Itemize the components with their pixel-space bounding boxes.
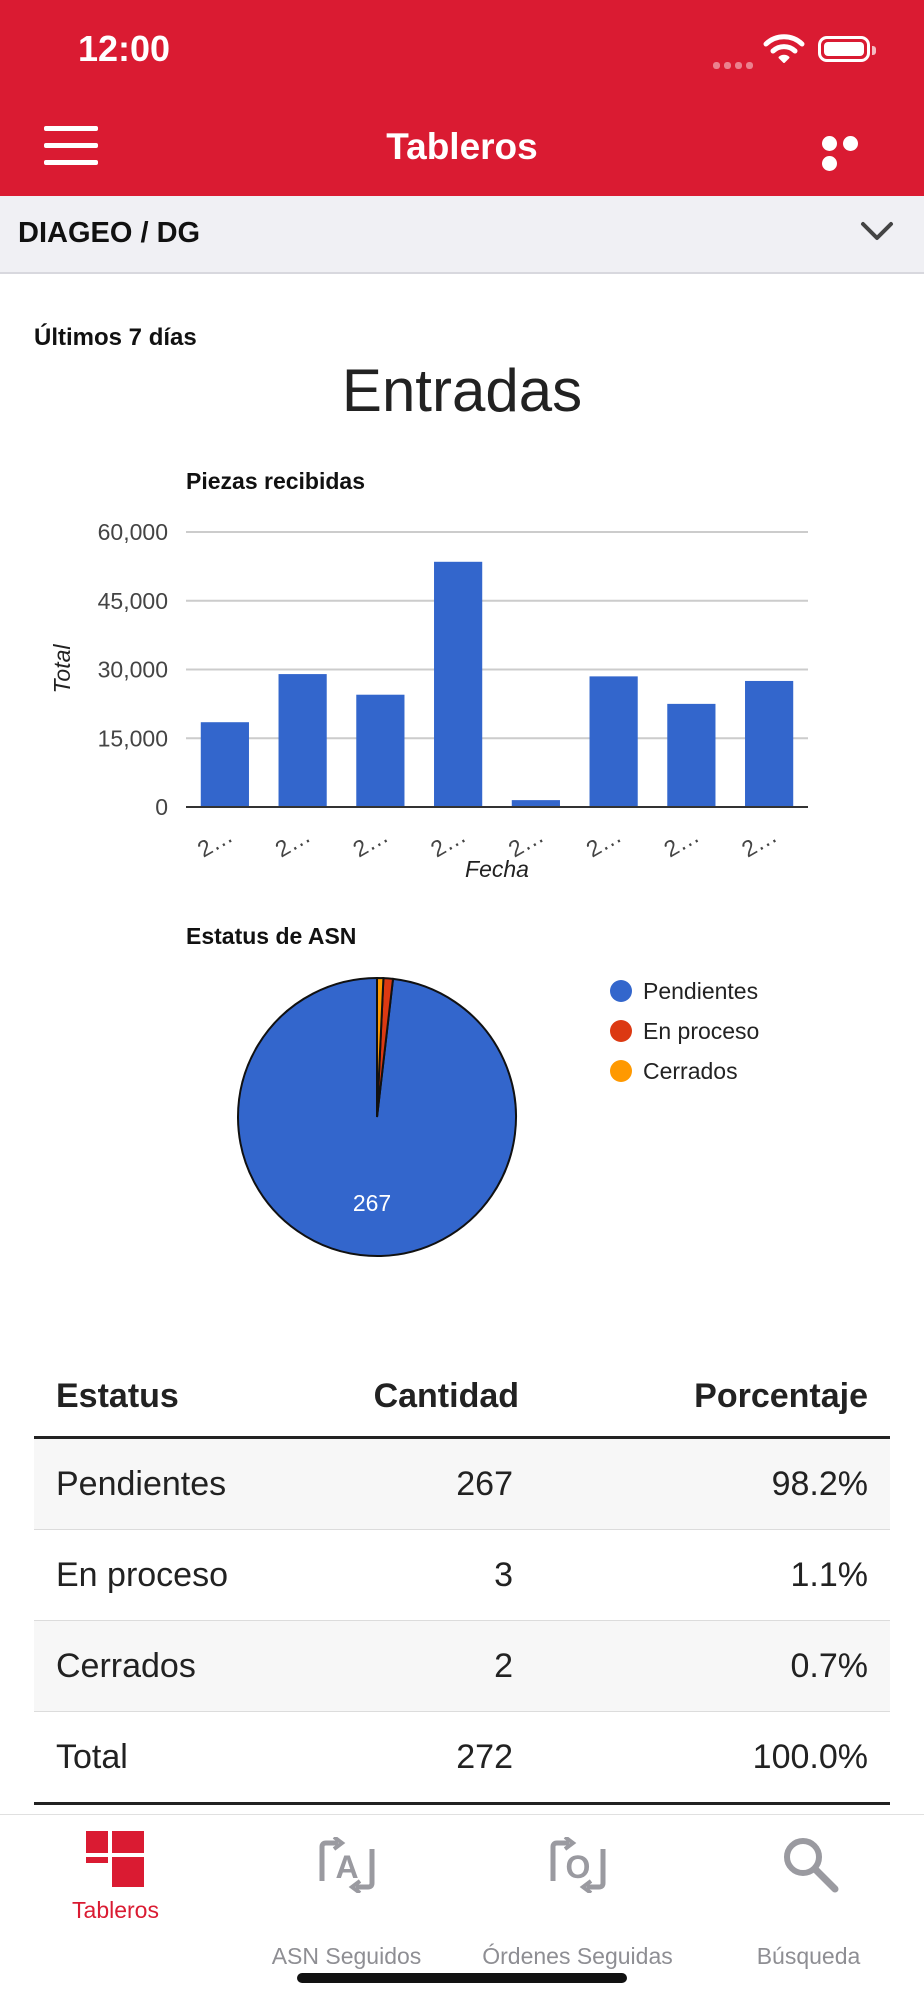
table-header-row: Estatus Cantidad Porcentaje bbox=[34, 1356, 890, 1438]
tab-ordenes-seguidas[interactable]: O Órdenes Seguidas bbox=[462, 1815, 693, 2001]
battery-icon bbox=[818, 36, 876, 62]
status-cell: En proceso bbox=[34, 1529, 314, 1621]
y-tick-label: 30,000 bbox=[98, 657, 168, 683]
chevron-down-icon bbox=[860, 220, 894, 249]
column-header-status: Estatus bbox=[56, 1376, 179, 1415]
date-range-label: Últimos 7 días bbox=[34, 324, 197, 351]
table-row: Cerrados 2 0.7% bbox=[34, 1620, 890, 1712]
y-tick-label: 0 bbox=[155, 794, 168, 820]
column-header-quantity: Cantidad bbox=[373, 1376, 520, 1415]
bar bbox=[278, 674, 327, 807]
account-selector[interactable]: DIAGEO / DG bbox=[0, 196, 924, 274]
tab-busqueda[interactable]: Búsqueda bbox=[693, 1815, 924, 2001]
tab-tableros[interactable]: Tableros bbox=[0, 1815, 231, 2001]
percentage-cell: 100.0% bbox=[607, 1711, 890, 1805]
x-tick-label: 2… bbox=[348, 822, 392, 862]
x-axis-label: Fecha bbox=[465, 856, 529, 882]
bar bbox=[200, 722, 249, 807]
top-bar: 12:00 Tableros bbox=[0, 0, 924, 196]
x-tick-label: 2… bbox=[426, 822, 470, 862]
status-time: 12:00 bbox=[78, 28, 171, 69]
bar bbox=[667, 703, 716, 807]
orders-followed-icon: O bbox=[550, 1837, 606, 1893]
account-selector-label: DIAGEO / DG bbox=[18, 217, 201, 249]
status-table: Estatus Cantidad Porcentaje Pendientes 2… bbox=[34, 1356, 890, 1805]
section-title: Entradas bbox=[341, 357, 583, 424]
x-tick-label: 2… bbox=[193, 822, 237, 862]
table-row: En proceso 3 1.1% bbox=[34, 1529, 890, 1621]
status-cell: Cerrados bbox=[34, 1620, 314, 1712]
bar bbox=[511, 800, 560, 807]
table-row: Pendientes 267 98.2% bbox=[34, 1437, 890, 1530]
tab-label: Tableros bbox=[72, 1897, 159, 1923]
quantity-cell: 267 bbox=[313, 1437, 608, 1530]
pie-chart: Estatus de ASN 267 Pendientes En proceso C… bbox=[186, 923, 759, 1257]
percentage-cell: 0.7% bbox=[607, 1620, 890, 1712]
svg-text:A: A bbox=[335, 1849, 358, 1885]
wifi-icon bbox=[763, 32, 805, 69]
x-tick-label: 2… bbox=[659, 822, 703, 862]
pie-chart-title: Estatus de ASN bbox=[186, 923, 356, 949]
bar bbox=[589, 676, 638, 807]
tab-label: ASN Seguidos bbox=[271, 1943, 422, 1969]
pie-slice bbox=[376, 976, 385, 1118]
menu-icon[interactable] bbox=[44, 126, 98, 166]
quantity-cell: 2 bbox=[313, 1620, 608, 1712]
tab-bar: Tableros A ASN Seguidos O Órdenes Seguid… bbox=[0, 1814, 924, 2001]
dashboard-icon bbox=[86, 1831, 144, 1887]
quantity-cell: 272 bbox=[313, 1711, 608, 1805]
y-tick-label: 45,000 bbox=[98, 588, 168, 614]
status-cell: Pendientes bbox=[34, 1437, 314, 1530]
legend-label: Cerrados bbox=[643, 1058, 738, 1084]
y-tick-label: 60,000 bbox=[98, 519, 168, 545]
bar bbox=[745, 680, 794, 807]
legend-swatch bbox=[610, 980, 632, 1002]
more-options-icon[interactable] bbox=[822, 136, 880, 171]
search-icon bbox=[784, 1838, 839, 1893]
percentage-cell: 98.2% bbox=[607, 1437, 890, 1530]
x-tick-label: 2… bbox=[582, 822, 626, 862]
page-title: Tableros bbox=[386, 126, 538, 167]
x-tick-label: 2… bbox=[271, 822, 315, 862]
tab-asn-seguidos[interactable]: A ASN Seguidos bbox=[231, 1815, 462, 2001]
pie-slice-label: 267 bbox=[353, 1190, 391, 1216]
bar-chart-title: Piezas recibidas bbox=[186, 468, 365, 494]
svg-text:O: O bbox=[566, 1849, 591, 1885]
home-indicator bbox=[297, 1973, 627, 1983]
column-header-percentage: Porcentaje bbox=[694, 1376, 868, 1415]
bar bbox=[356, 694, 405, 807]
quantity-cell: 3 bbox=[313, 1529, 608, 1621]
y-tick-label: 15,000 bbox=[98, 725, 168, 751]
percentage-cell: 1.1% bbox=[607, 1529, 890, 1621]
asn-followed-icon: A bbox=[319, 1837, 375, 1893]
table-row-total: Total 272 100.0% bbox=[34, 1711, 890, 1805]
legend-swatch bbox=[610, 1060, 632, 1082]
x-tick-label: 2… bbox=[737, 822, 781, 862]
legend-swatch bbox=[610, 1020, 632, 1042]
y-axis-label: Total bbox=[49, 644, 75, 694]
cellular-signal-icon bbox=[713, 56, 757, 74]
tab-label: Órdenes Seguidas bbox=[482, 1943, 673, 1969]
legend-label: En proceso bbox=[643, 1018, 759, 1044]
bar-chart: Piezas recibidas 0 15,000 30,000 45,000 60,0… bbox=[49, 468, 808, 882]
legend-label: Pendientes bbox=[643, 978, 758, 1004]
bar bbox=[434, 561, 483, 807]
status-cell: Total bbox=[34, 1711, 314, 1805]
tab-label: Búsqueda bbox=[756, 1943, 861, 1969]
